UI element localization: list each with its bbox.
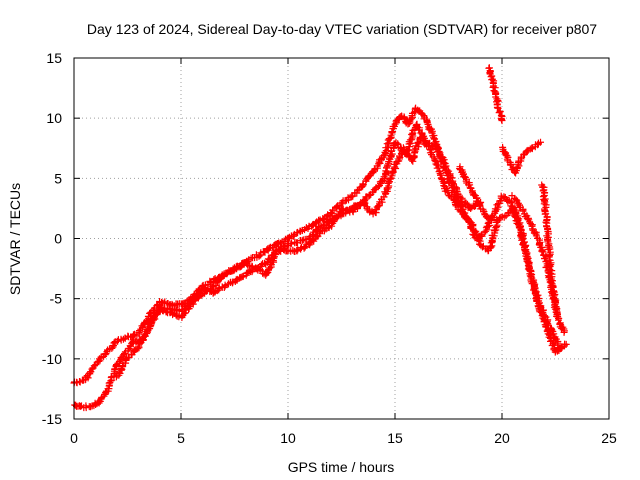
data-series xyxy=(508,192,568,336)
y-tick-label: 15 xyxy=(46,50,62,66)
data-point-markers xyxy=(508,192,568,336)
y-tick-label: -5 xyxy=(50,291,63,307)
data-series xyxy=(112,120,485,381)
y-axis-label: SDTVAR / TECUs xyxy=(7,183,23,295)
y-tick-label: 10 xyxy=(46,110,62,126)
x-axis-label: GPS time / hours xyxy=(288,459,395,475)
chart-title: Day 123 of 2024, Sidereal Day-to-day VTE… xyxy=(87,21,597,37)
x-tick-label: 5 xyxy=(177,430,185,446)
y-tick-label: -10 xyxy=(42,351,62,367)
data-series xyxy=(456,163,495,224)
data-point-markers xyxy=(71,132,566,412)
x-tick-label: 10 xyxy=(280,430,296,446)
y-tick-label: -15 xyxy=(42,411,62,427)
grid-lines xyxy=(74,58,609,419)
x-tick-label: 25 xyxy=(601,430,617,446)
data-point-markers xyxy=(499,138,545,177)
y-tick-label: 5 xyxy=(54,170,62,186)
x-tick-label: 0 xyxy=(70,430,78,446)
axis-ticks: 0 5 10 15 20 25 15 10 5 0 -5 -10 -15 xyxy=(42,50,617,446)
y-tick-label: 0 xyxy=(54,231,62,247)
x-tick-label: 15 xyxy=(387,430,403,446)
data-point-markers xyxy=(485,64,506,125)
data-series xyxy=(499,138,545,177)
x-tick-label: 20 xyxy=(494,430,510,446)
data-marks xyxy=(70,64,570,412)
data-point-markers xyxy=(456,163,495,224)
data-series xyxy=(71,132,566,412)
data-series xyxy=(485,64,506,125)
data-point-markers xyxy=(112,120,485,381)
